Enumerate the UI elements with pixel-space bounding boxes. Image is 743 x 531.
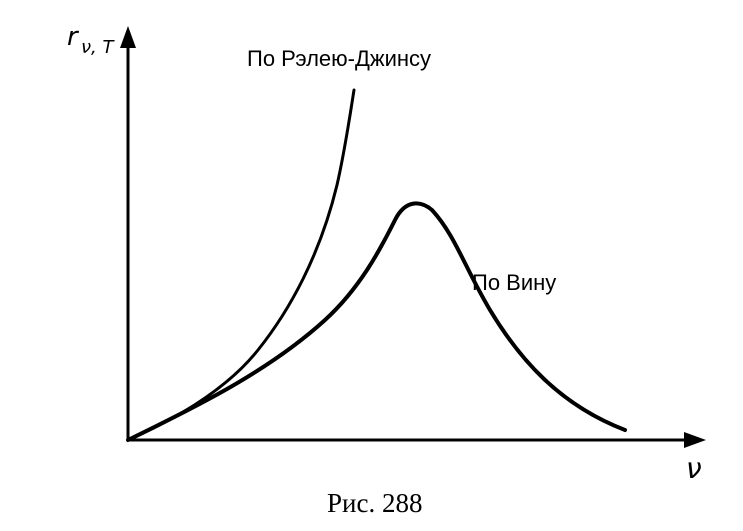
x-axis-label: ν (686, 452, 702, 485)
y-axis-label: r (67, 22, 80, 52)
figure-caption: Рис. 288 (327, 488, 422, 518)
rayleigh-jeans-label: По Рэлею-Джинсу (247, 46, 431, 71)
rayleigh-jeans-curve (126, 88, 356, 442)
x-axis-arrow (684, 432, 706, 448)
y-axis-subscript: ν, T (81, 37, 115, 58)
wien-label: По Вину (472, 270, 556, 295)
wien-curve (126, 201, 627, 442)
y-axis-arrow (120, 26, 136, 48)
